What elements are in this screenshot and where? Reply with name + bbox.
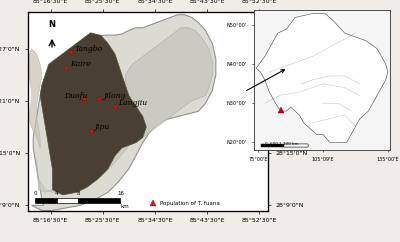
Text: Jilong: Jilong	[103, 92, 125, 100]
Polygon shape	[32, 15, 216, 211]
Bar	[35, 198, 57, 203]
Polygon shape	[125, 28, 212, 145]
Text: 4: 4	[55, 191, 58, 196]
Bar	[261, 144, 308, 147]
Bar	[78, 198, 120, 203]
Text: Jipu: Jipu	[94, 123, 109, 131]
Text: Langjiu: Langjiu	[118, 99, 148, 107]
Text: 0  600 1,200 km: 0 600 1,200 km	[265, 142, 298, 146]
Polygon shape	[37, 145, 129, 195]
Bar	[57, 198, 78, 203]
Polygon shape	[40, 33, 146, 195]
Text: 0: 0	[34, 191, 37, 196]
Text: Tangbo: Tangbo	[75, 45, 103, 53]
Text: 16: 16	[117, 191, 124, 196]
Text: N: N	[48, 20, 56, 29]
Text: Duofu: Duofu	[64, 92, 88, 100]
Bar	[284, 144, 308, 147]
Polygon shape	[256, 14, 388, 142]
Legend: Population of T. fuana: Population of T. fuana	[146, 198, 222, 208]
Text: km: km	[120, 204, 129, 209]
Text: Kaire: Kaire	[70, 60, 91, 68]
Text: 8: 8	[77, 191, 80, 196]
Polygon shape	[28, 49, 42, 148]
